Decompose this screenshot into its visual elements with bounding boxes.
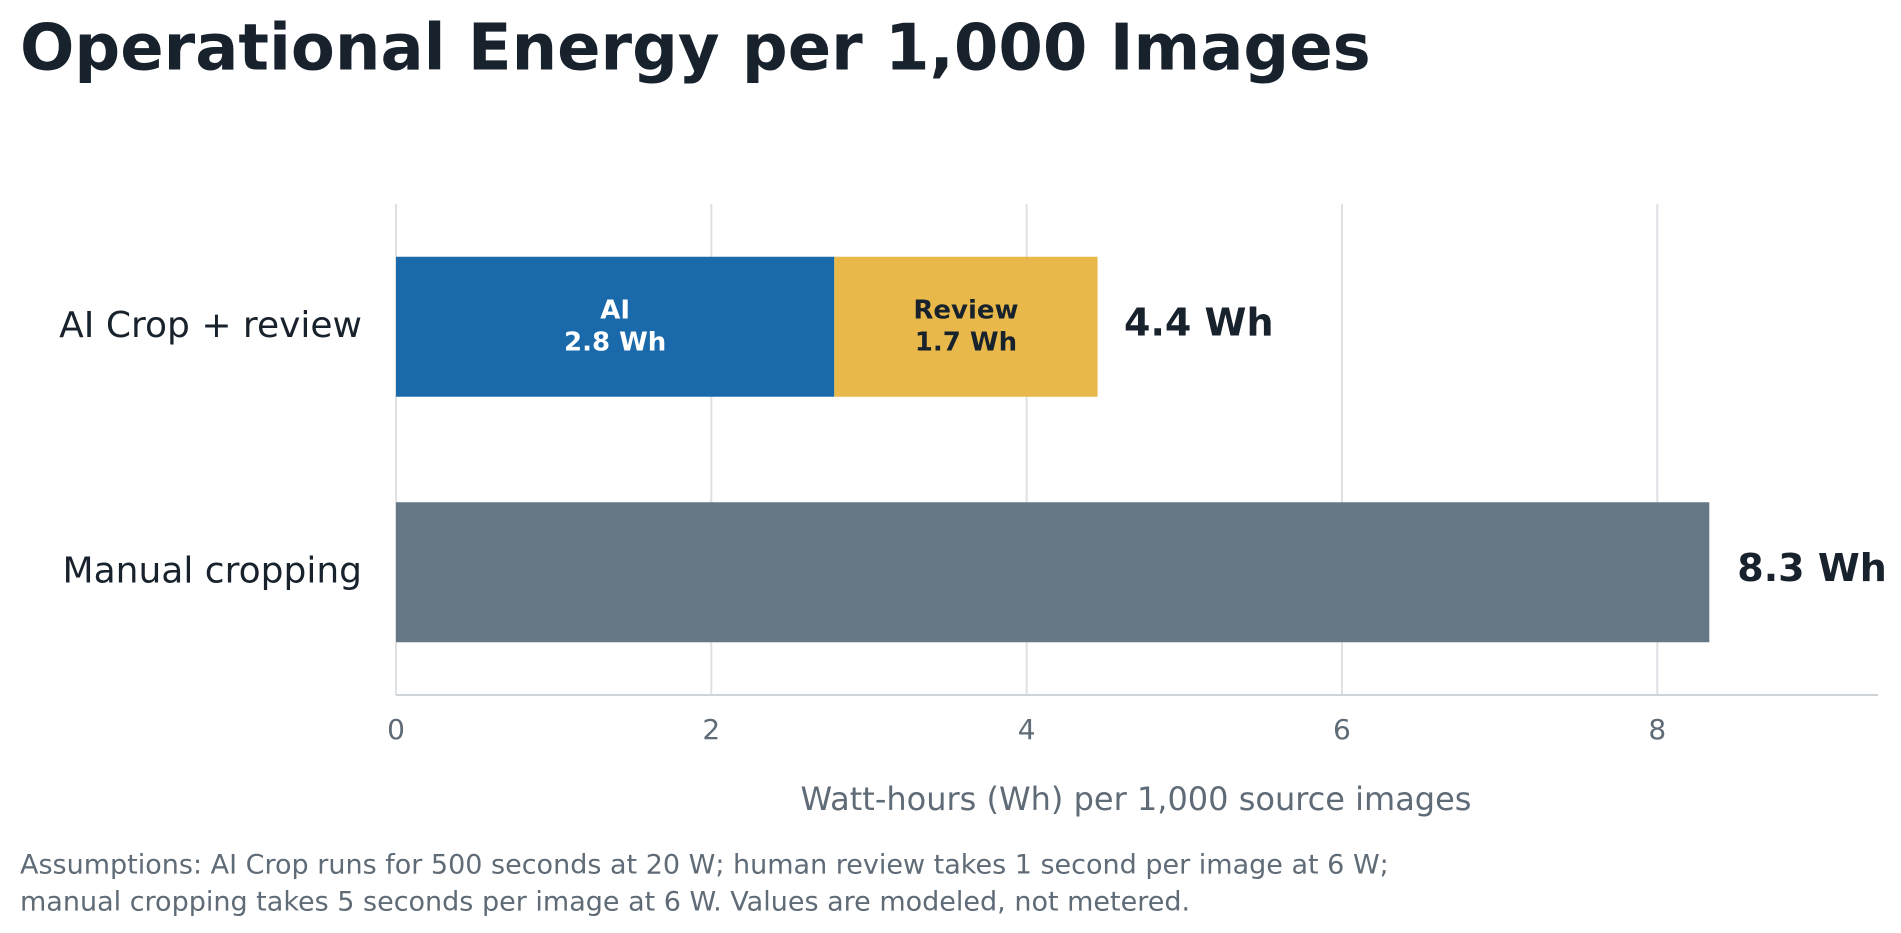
y-tick-label: Manual cropping	[63, 550, 362, 591]
x-tick-label: 6	[1333, 713, 1351, 746]
y-tick-label: AI Crop + review	[59, 305, 362, 346]
segment-label: 2.8 Wh	[564, 327, 666, 357]
x-axis-label: Watt-hours (Wh) per 1,000 source images	[801, 780, 1472, 818]
x-tick-label: 2	[702, 713, 720, 746]
x-tick-label: 4	[1018, 713, 1036, 746]
bar-segment	[396, 502, 1710, 643]
note: Assumptions: AI Crop runs for 500 second…	[20, 850, 1389, 881]
x-tick-label: 0	[387, 713, 405, 746]
segment-name: Review	[913, 295, 1018, 325]
note: manual cropping takes 5 seconds per imag…	[20, 887, 1190, 918]
chart-title: Operational Energy per 1,000 Images	[20, 12, 1371, 86]
segment-label: 1.7 Wh	[915, 327, 1017, 357]
bar-segment	[834, 256, 1098, 397]
total-label: 8.3 Wh	[1737, 546, 1887, 590]
x-tick-label: 8	[1648, 713, 1666, 746]
segment-name: AI	[600, 295, 630, 325]
total-label: 4.4 Wh	[1124, 300, 1274, 344]
bar-segment	[396, 256, 835, 397]
